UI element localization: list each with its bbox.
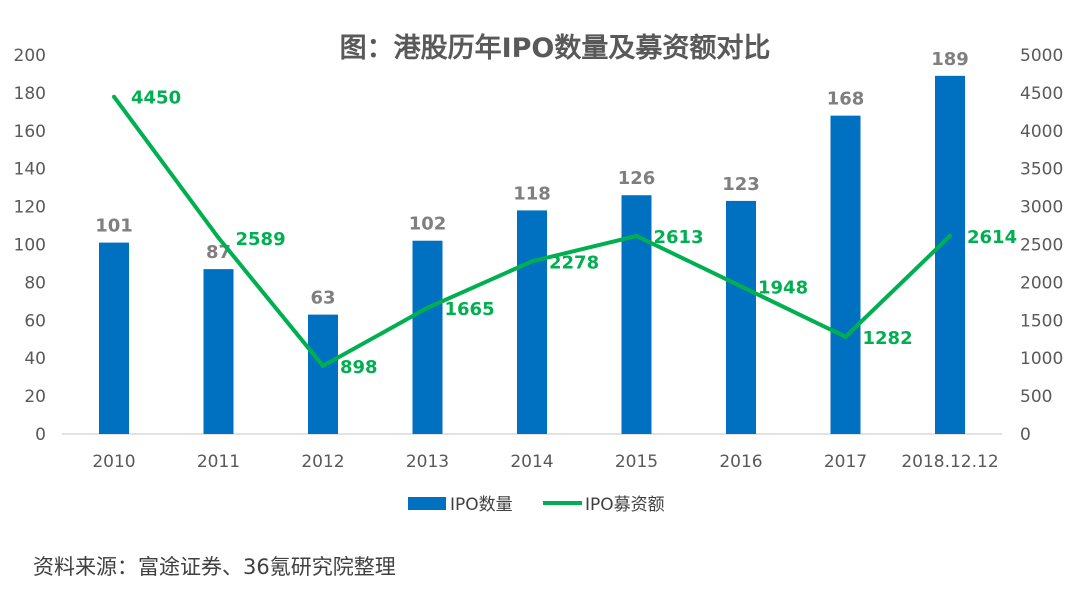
x-tick-label: 2014 [510, 452, 553, 472]
bar-data-label: 123 [722, 174, 760, 195]
bar [830, 115, 861, 434]
bar [726, 200, 756, 434]
bar [621, 195, 652, 434]
y-left-tick-label: 140 [14, 160, 46, 180]
line-data-label: 4450 [131, 88, 181, 109]
bar-data-label: 118 [513, 183, 551, 204]
line-point [948, 233, 952, 238]
y-right-tick-label: 5000 [1020, 46, 1063, 66]
x-tick-label: 2010 [92, 452, 135, 472]
y-left-tick-label: 0 [35, 425, 46, 445]
bar-data-label: 87 [206, 242, 231, 263]
bar-data-label: 189 [931, 49, 969, 70]
line-data-label: 1282 [863, 328, 913, 349]
line-data-label: 1665 [445, 299, 495, 320]
line-point [634, 233, 639, 238]
bar-data-label: 101 [95, 216, 133, 237]
y-left-tick-label: 60 [24, 311, 46, 331]
line-data-label: 2278 [549, 252, 599, 273]
bar [99, 242, 129, 434]
line-point [530, 259, 534, 264]
x-tick-label: 2011 [197, 452, 240, 472]
y-left-tick-label: 180 [14, 84, 46, 104]
line-data-label: 898 [340, 357, 378, 378]
x-tick-label: 2018.12.12 [901, 452, 998, 472]
line-point [425, 305, 430, 310]
y-right-tick-label: 3000 [1020, 198, 1063, 218]
y-left-tick-label: 100 [14, 236, 46, 256]
y-right-tick-label: 0 [1020, 425, 1031, 445]
line-data-label: 1948 [758, 277, 808, 298]
legend-label-bar: IPO数量 [450, 495, 513, 515]
y-left-tick-label: 40 [24, 349, 46, 369]
y-right-tick-label: 4000 [1020, 122, 1063, 142]
line-point [216, 235, 221, 240]
line-data-label: 2613 [654, 227, 704, 248]
bar [517, 210, 547, 434]
y-right-tick-label: 4500 [1020, 84, 1063, 104]
bar-data-label: 63 [310, 288, 335, 309]
bar [412, 240, 443, 434]
x-tick-label: 2013 [406, 452, 449, 472]
line-point [112, 94, 116, 99]
bar-data-label: 126 [618, 168, 656, 189]
line-point [843, 334, 848, 339]
y-right-tick-label: 2500 [1020, 236, 1063, 256]
bar-data-label: 168 [827, 89, 865, 110]
legend-label-line: IPO募资额 [585, 495, 665, 515]
y-right-tick-label: 500 [1020, 387, 1052, 407]
y-left-tick-label: 20 [24, 387, 46, 407]
x-tick-label: 2016 [719, 452, 762, 472]
y-right-tick-label: 1500 [1020, 311, 1063, 331]
y-right-tick-label: 3500 [1020, 160, 1063, 180]
y-left-tick-label: 200 [14, 46, 46, 66]
source-note: 资料来源：富途证券、36氪研究院整理 [33, 555, 396, 579]
y-left-tick-label: 80 [24, 273, 46, 293]
line-data-label: 2614 [967, 227, 1017, 248]
y-right-tick-label: 2000 [1020, 273, 1063, 293]
x-tick-label: 2012 [301, 452, 344, 472]
legend: IPO数量 IPO募资额 [408, 495, 665, 515]
legend-swatch-bar [408, 497, 446, 510]
y-left-tick-label: 160 [14, 122, 46, 142]
bar [308, 314, 338, 434]
y-left-tick-label: 120 [14, 198, 46, 218]
x-tick-label: 2015 [615, 452, 658, 472]
bar-data-label: 102 [409, 214, 447, 235]
bar [935, 75, 965, 434]
line-data-label: 2589 [236, 229, 286, 250]
line-point [739, 284, 743, 289]
bar [203, 269, 234, 434]
line-point [321, 363, 325, 368]
x-tick-label: 2017 [824, 452, 867, 472]
chart-title: 图：港股历年IPO数量及募资额对比 [340, 32, 771, 64]
y-right-tick-label: 1000 [1020, 349, 1063, 369]
